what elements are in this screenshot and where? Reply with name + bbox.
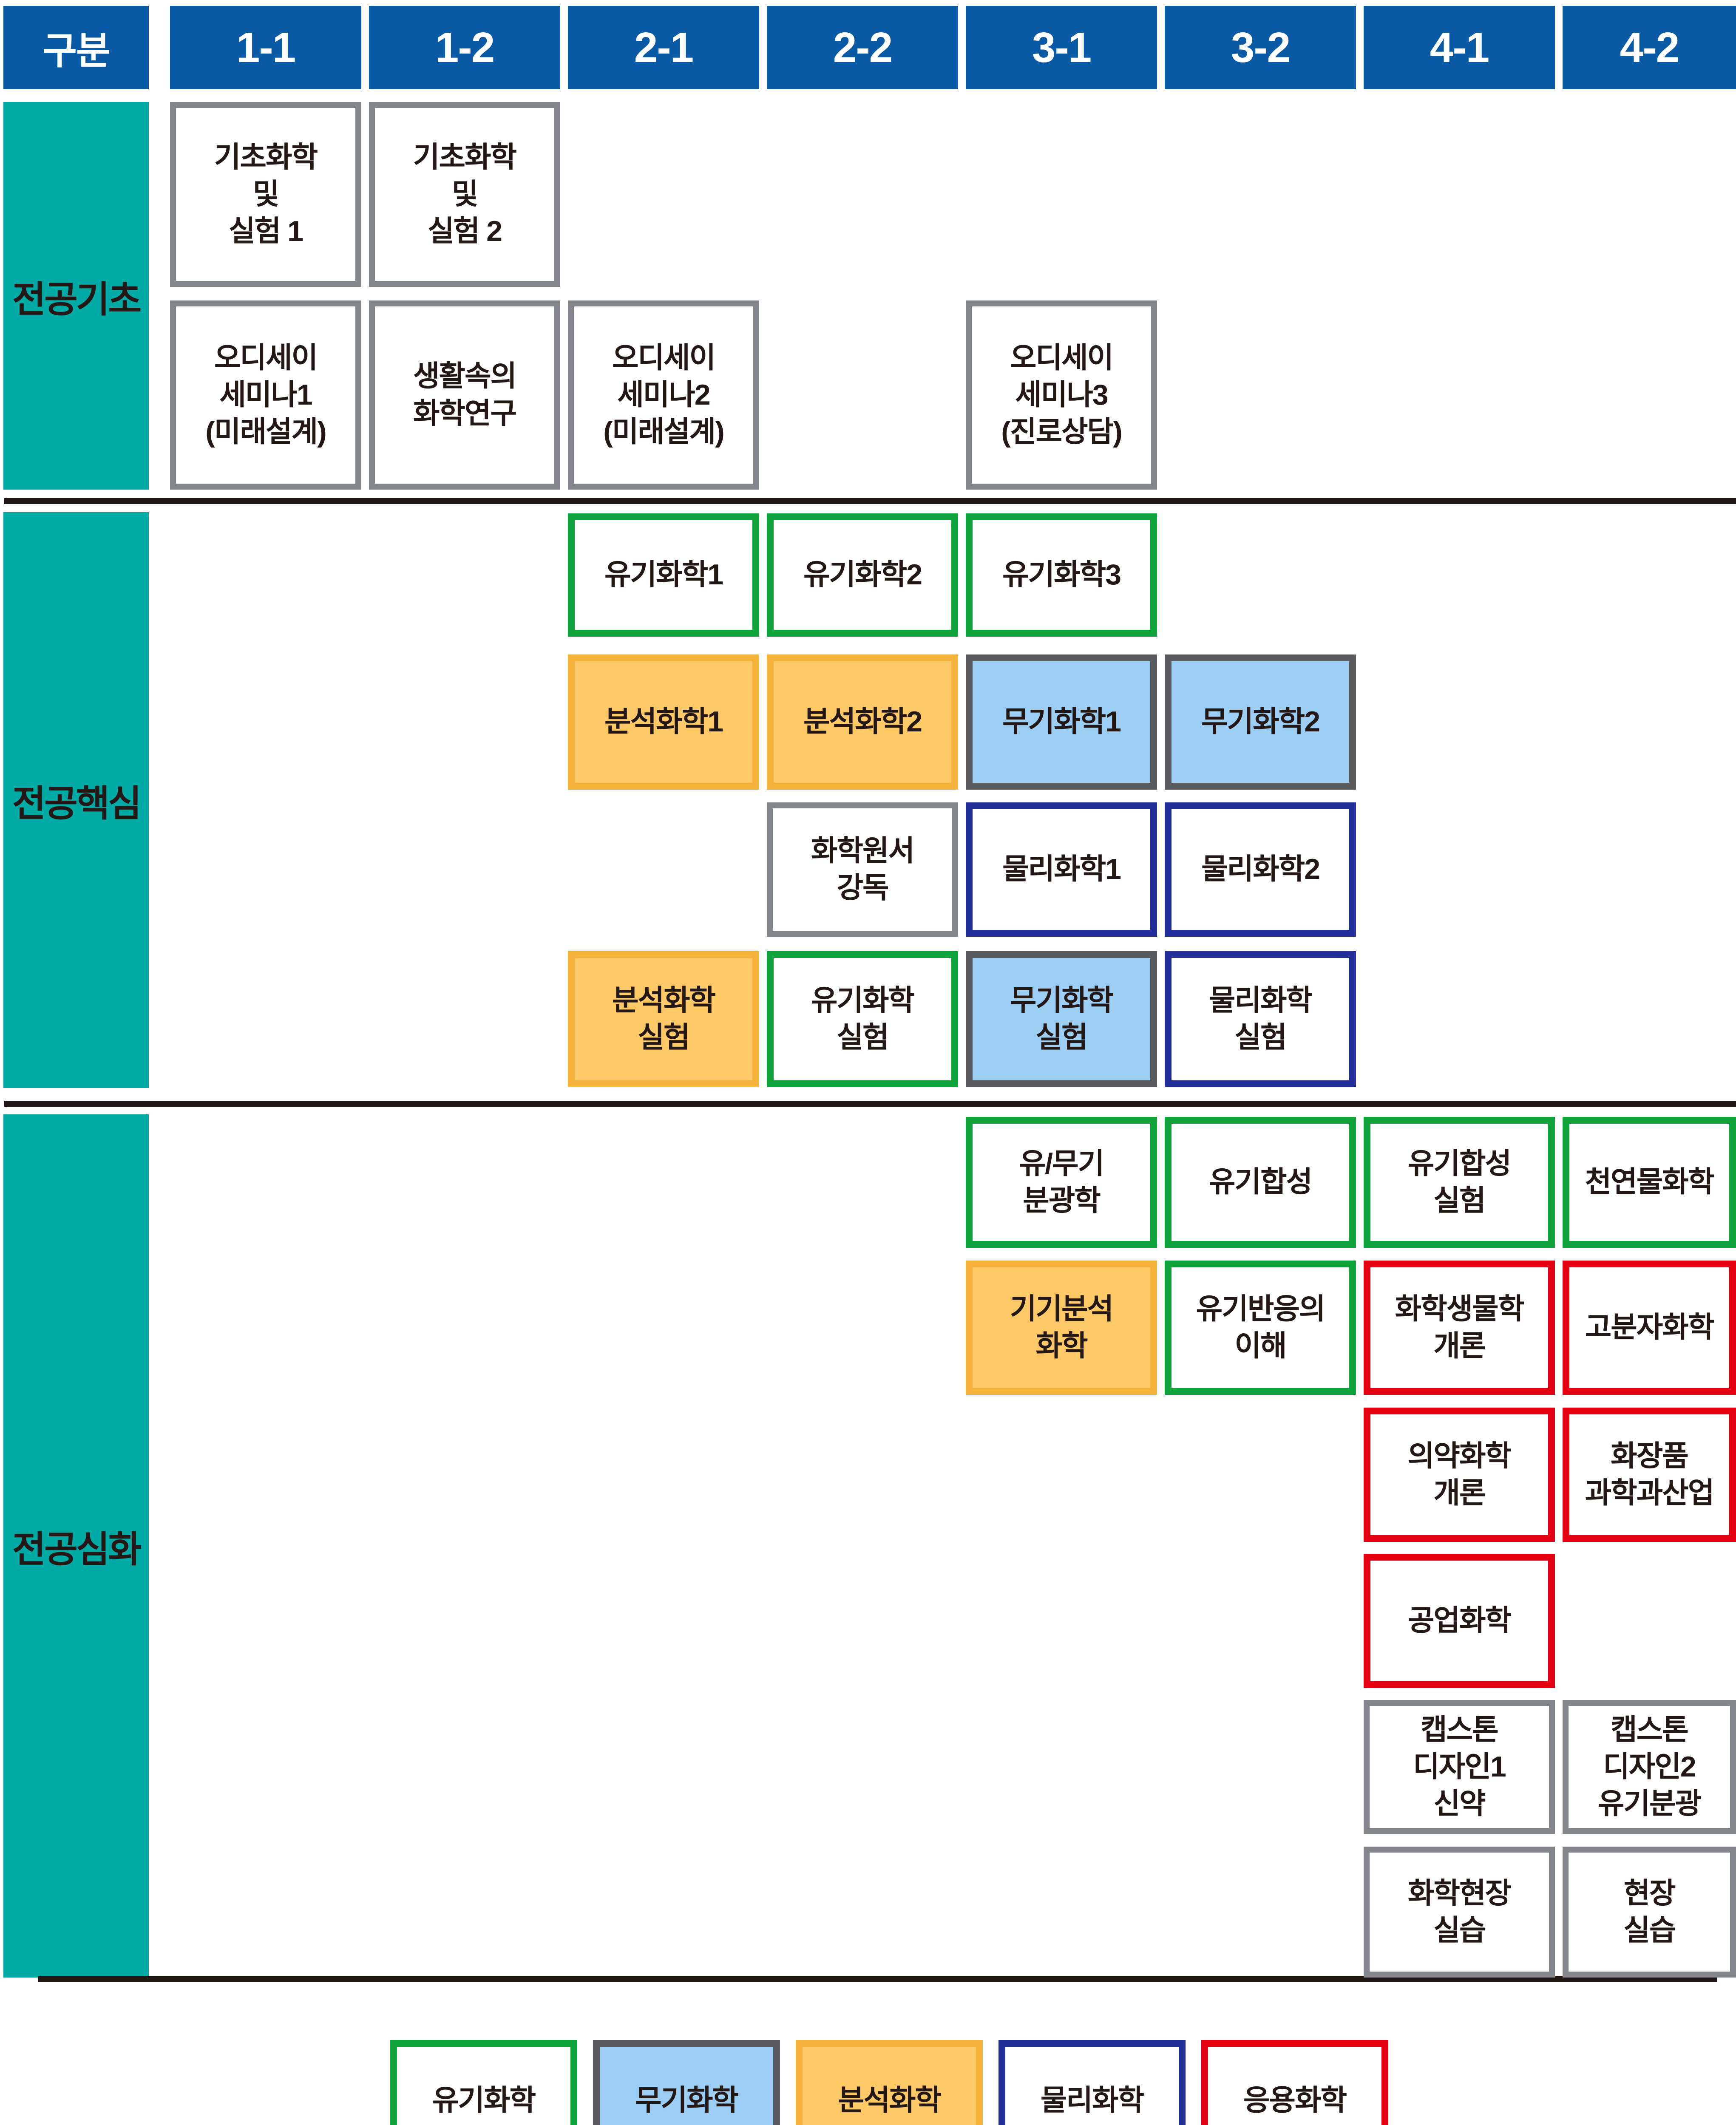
course-box: 유/무기 분광학 [966, 1117, 1157, 1248]
course-box: 천연물화학 [1563, 1117, 1736, 1248]
course-box: 물리화학2 [1165, 802, 1356, 937]
legend-label: 유기화학 [432, 2084, 536, 2116]
course-box: 유기합성 [1165, 1117, 1356, 1248]
course-box: 오디세이 세미나1 (미래설계) [170, 300, 361, 490]
course-label: 무기화학 실험 [1010, 984, 1114, 1054]
course-box: 유기화학 실험 [767, 951, 958, 1087]
course-box: 기기분석 화학 [966, 1261, 1157, 1395]
legend-item-physical: 물리화학 [998, 2040, 1186, 2125]
section-label-basic: 전공기초 [12, 279, 142, 320]
course-box: 무기화학1 [966, 654, 1157, 790]
course-label: 물리화학 실험 [1208, 984, 1313, 1054]
header-cell-4-1: 4-1 [1364, 6, 1555, 89]
course-box: 유기반응의 이해 [1165, 1261, 1356, 1395]
course-label: 물리화학1 [1002, 853, 1121, 886]
section-band-advanced: 전공심화 [3, 1114, 149, 1978]
course-label: 현장 실습 [1623, 1877, 1676, 1946]
course-label: 유기합성 [1208, 1166, 1313, 1198]
course-box: 분석화학1 [568, 654, 759, 790]
course-box: 무기화학 실험 [966, 951, 1157, 1087]
course-box: 화학생물학 개론 [1364, 1261, 1555, 1395]
section-label-advanced: 전공심화 [12, 1529, 142, 1570]
course-box: 유기화학1 [568, 513, 759, 637]
course-label: 화학현장 실습 [1407, 1877, 1512, 1946]
course-box: 화학현장 실습 [1364, 1847, 1555, 1978]
section-label-core: 전공핵심 [12, 783, 142, 824]
section-band-basic: 전공기초 [3, 102, 149, 490]
course-box: 기초화학 및 실험 2 [369, 102, 560, 287]
course-label: 기초화학 및 실험 2 [413, 141, 517, 248]
legend-divider [38, 1976, 1717, 1982]
course-box: 유기화학2 [767, 513, 958, 637]
course-box: 물리화학1 [966, 802, 1157, 937]
course-label: 분석화학1 [604, 706, 723, 738]
course-label: 무기화학2 [1201, 706, 1320, 738]
legend-item-inorganic: 무기화학 [593, 2040, 780, 2125]
legend-item-applied: 응용화학 [1201, 2040, 1388, 2125]
course-label: 천연물화학 [1585, 1166, 1715, 1198]
course-label: 화학생물학 개론 [1395, 1292, 1525, 1362]
course-label: 기기분석 화학 [1010, 1292, 1114, 1362]
course-box: 분석화학2 [767, 654, 958, 790]
course-label: 의약화학 개론 [1407, 1439, 1512, 1509]
course-label: 유/무기 분광학 [1019, 1147, 1105, 1217]
header-cell-4-2: 4-2 [1563, 6, 1736, 89]
header-cell-2-2: 2-2 [767, 6, 958, 89]
course-box: 분석화학 실험 [568, 951, 759, 1087]
legend-label: 분석화학 [837, 2084, 942, 2116]
course-label: 분석화학2 [803, 706, 922, 738]
course-label: 캡스톤 디자인1 신약 [1413, 1713, 1506, 1820]
course-box: 고분자화학 [1563, 1261, 1736, 1395]
course-box: 캡스톤 디자인2 유기분광 [1563, 1700, 1736, 1834]
course-label: 물리화학2 [1201, 853, 1320, 886]
course-label: 화장품 과학과산업 [1585, 1439, 1715, 1509]
course-label: 유기화학2 [803, 558, 922, 591]
course-label: 화학원서 강독 [811, 834, 915, 904]
course-box: 캡스톤 디자인1 신약 [1364, 1700, 1555, 1834]
course-box: 오디세이 세미나3 (진로상담) [966, 300, 1157, 490]
section-divider-2 [4, 1101, 1736, 1107]
section-divider-1 [4, 498, 1736, 504]
course-box: 화학원서 강독 [767, 802, 958, 937]
header-cell-category: 구분 [3, 6, 149, 89]
section-band-core: 전공핵심 [3, 512, 149, 1088]
header-cell-2-1: 2-1 [568, 6, 759, 89]
course-label: 오디세이 세미나3 (진로상담) [1001, 341, 1123, 448]
legend-item-analytical: 분석화학 [796, 2040, 983, 2125]
header-cell-3-1: 3-1 [966, 6, 1157, 89]
course-label: 유기화학1 [604, 558, 723, 591]
course-label: 유기합성 실험 [1407, 1147, 1512, 1217]
course-box: 유기화학3 [966, 513, 1157, 637]
course-label: 무기화학1 [1002, 706, 1121, 738]
course-box: 유기합성 실험 [1364, 1117, 1555, 1248]
course-box: 무기화학2 [1165, 654, 1356, 790]
course-label: 유기화학3 [1002, 558, 1121, 591]
course-box: 현장 실습 [1563, 1847, 1736, 1978]
course-box: 공업화학 [1364, 1554, 1555, 1688]
course-label: 유기반응의 이해 [1196, 1292, 1326, 1362]
course-label: 유기화학 실험 [811, 984, 915, 1054]
course-label: 고분자화학 [1585, 1311, 1715, 1344]
course-box: 기초화학 및 실험 1 [170, 102, 361, 287]
course-box: 생활속의 화학연구 [369, 300, 560, 490]
course-label: 오디세이 세미나1 (미래설계) [205, 341, 327, 448]
course-label: 공업화학 [1407, 1604, 1512, 1637]
course-box: 물리화학 실험 [1165, 951, 1356, 1087]
course-label: 생활속의 화학연구 [413, 360, 517, 430]
course-box: 오디세이 세미나2 (미래설계) [568, 300, 759, 490]
course-label: 캡스톤 디자인2 유기분광 [1597, 1713, 1702, 1820]
header-cell-1-2: 1-2 [369, 6, 560, 89]
course-label: 분석화학 실험 [612, 984, 716, 1054]
header-cell-1-1: 1-1 [170, 6, 361, 89]
header-cell-3-2: 3-2 [1165, 6, 1356, 89]
course-label: 기초화학 및 실험 1 [214, 141, 318, 248]
course-box: 화장품 과학과산업 [1563, 1408, 1736, 1542]
course-label: 오디세이 세미나2 (미래설계) [603, 341, 725, 448]
course-box: 의약화학 개론 [1364, 1408, 1555, 1542]
legend-label: 물리화학 [1040, 2084, 1144, 2116]
legend-label: 무기화학 [635, 2084, 739, 2116]
legend-item-organic: 유기화학 [390, 2040, 577, 2125]
legend-label: 응용화학 [1243, 2084, 1347, 2116]
